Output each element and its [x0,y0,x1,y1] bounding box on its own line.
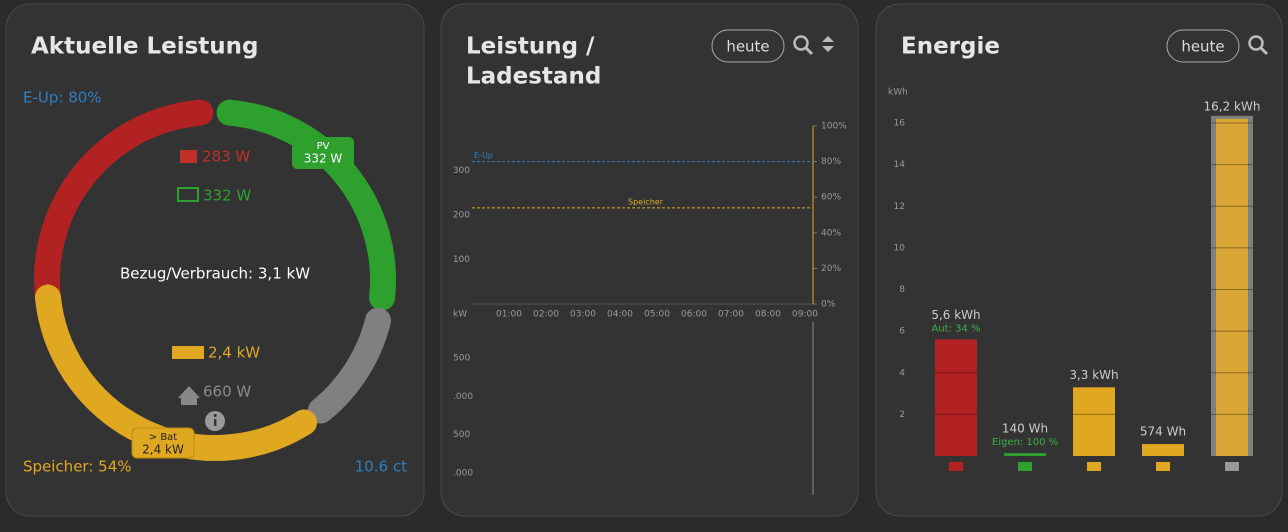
x-tick-label: 08:00 [755,310,781,320]
value-label: 16,2 kWh [1204,99,1261,113]
day-button[interactable] [1166,29,1240,63]
eup-label: E-Up: 80% [23,89,102,107]
unit-label: kWh [888,88,908,98]
day-button[interactable] [711,29,785,63]
lower-unit: kW [453,310,467,320]
value-label: 574 Wh [1140,425,1186,439]
y2-tick-label: 0% [821,300,836,310]
y-tick-label: 200 [453,211,470,221]
day-button-label[interactable]: heute [1181,38,1224,56]
y-tick-label: 300 [453,166,470,176]
value-label: 5,6 kWh [931,308,980,322]
sub-label: Eigen: 100 % [992,437,1058,448]
category-icon [1156,462,1170,471]
y-tick-label: 2 [899,410,905,420]
x-tick-label: 06:00 [681,310,707,320]
value-label: 3,3 kWh [1069,368,1118,382]
grid-power: 283 W [202,148,250,166]
bar [935,339,977,456]
x-tick-label: 03:00 [570,310,596,320]
bar [1073,387,1115,456]
info-icon-dot [213,414,217,417]
lower-tick-label: 500 [453,430,470,440]
search-icon[interactable] [804,46,814,56]
bat-badge [131,427,195,459]
panel [875,3,1283,517]
y-tick-label: 100 [453,255,470,265]
search-icon[interactable] [1259,46,1269,56]
y2-tick-label: 80% [821,157,841,167]
storage-label: Speicher: 54% [23,458,132,476]
y-tick-label: 16 [894,119,906,129]
y2-tick-label: 60% [821,193,841,203]
value-label: 140 Wh [1002,422,1048,436]
y-tick-label: 4 [899,368,905,378]
y2-tick-label: 100% [821,122,847,132]
x-tick-label: 09:00 [792,310,818,320]
x-tick-label: 01:00 [496,310,522,320]
search-icon[interactable] [1248,35,1264,51]
category-icon [1087,462,1101,471]
panel-title: Aktuelle Leistung [31,34,258,60]
bar [1004,453,1046,456]
panel [440,3,859,517]
ring-segment [307,307,392,424]
house-power: 660 W [203,383,251,401]
lower-tick-label: 500 [453,354,470,364]
panel-title: Leistung / [466,34,595,60]
battery-icon [172,346,204,359]
bat-badge-value: 2,4 kW [142,443,184,457]
y-tick-label: 6 [899,327,905,337]
lower-tick-label: .000 [453,392,473,402]
y2-tick-label: 20% [821,264,841,274]
pv-badge [292,137,354,169]
lower-tick-label: .000 [453,468,473,478]
x-tick-label: 07:00 [718,310,744,320]
category-icon [1018,462,1032,471]
sub-label: Aut: 34 % [931,323,980,334]
center-label: Bezug/Verbrauch: 3,1 kW [120,265,310,283]
y-tick-label: 8 [899,285,905,295]
pv-power: 332 W [203,187,251,205]
y-tick-label: 12 [894,202,905,212]
grid-icon [180,150,197,163]
reference-label: E-Up [474,151,493,160]
bat-badge-label: > Bat [149,432,178,443]
pv-badge-value: 332 W [304,152,343,166]
info-icon-stem [214,419,217,426]
day-button-label[interactable]: heute [726,38,769,56]
bar [1216,118,1248,457]
ring-segment [216,99,396,311]
search-icon[interactable] [793,35,809,51]
battery-power: 2,4 kW [208,344,260,362]
y-tick-label: 10 [894,243,906,253]
category-icon [1225,462,1239,471]
price-label: 10.6 ct [355,458,407,476]
x-tick-label: 02:00 [533,310,559,320]
pv-icon [177,187,199,202]
ring-segment [34,99,214,311]
sort-icon[interactable] [822,36,834,52]
x-tick-label: 05:00 [644,310,670,320]
panel [5,3,425,517]
x-tick-label: 04:00 [607,310,633,320]
y-tick-label: 14 [894,160,906,170]
house-icon [178,386,200,405]
reference-label: Speicher [628,197,664,206]
y2-tick-label: 40% [821,228,841,238]
bar [1142,444,1184,456]
category-icon [949,462,963,471]
panel-title: Energie [901,34,1000,60]
pv-badge-label: PV [317,141,330,152]
panel-title: Ladestand [466,64,601,90]
